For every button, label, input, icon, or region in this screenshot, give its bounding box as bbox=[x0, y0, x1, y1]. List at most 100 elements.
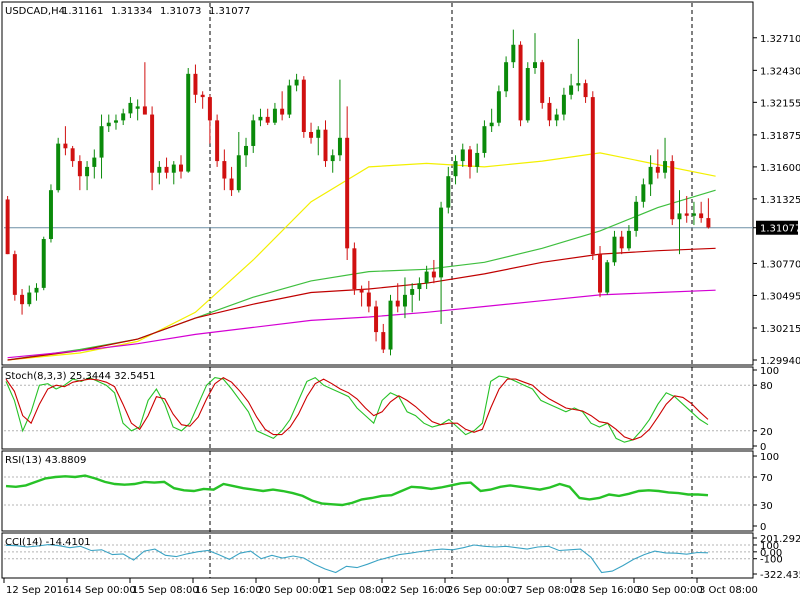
candle-body-49 bbox=[359, 289, 364, 293]
chart-header-high: 1.31334 bbox=[111, 6, 152, 17]
indicator-series bbox=[5, 375, 709, 574]
time-label-1: 14 Sep 00:00 bbox=[69, 585, 136, 596]
candle-body-35 bbox=[258, 116, 263, 121]
candle-body-22 bbox=[164, 166, 169, 173]
candle-body-84 bbox=[612, 236, 617, 263]
candle-body-7 bbox=[56, 143, 61, 191]
price-tick-label-8: 1.30495 bbox=[760, 291, 800, 302]
candle-body-93 bbox=[677, 213, 682, 220]
candle-body-20 bbox=[150, 114, 155, 173]
candle-body-83 bbox=[605, 262, 610, 293]
candle-body-65 bbox=[475, 152, 480, 167]
candle-body-78 bbox=[569, 85, 574, 95]
candle-body-19 bbox=[142, 106, 147, 115]
candle-body-60 bbox=[439, 207, 444, 278]
candle-body-50 bbox=[366, 292, 371, 307]
candle-body-47 bbox=[345, 137, 350, 249]
candle-body-1 bbox=[12, 254, 17, 295]
price-series bbox=[5, 29, 716, 361]
candle-body-15 bbox=[113, 120, 118, 123]
candle-body-11 bbox=[85, 166, 90, 177]
candle-body-30 bbox=[222, 161, 227, 179]
candle-body-17 bbox=[128, 102, 133, 114]
candle-body-55 bbox=[402, 294, 407, 307]
candle-body-32 bbox=[236, 155, 241, 191]
indicator-level-label-1-1: 70 bbox=[760, 473, 773, 484]
price-tick-label-9: 1.30215 bbox=[760, 324, 800, 335]
candle-body-0 bbox=[5, 199, 10, 255]
indicator-level-label-1-2: 30 bbox=[760, 501, 773, 512]
indicator-level-label-0-3: 0 bbox=[760, 442, 766, 453]
candle-body-25 bbox=[186, 73, 191, 172]
candle-body-74 bbox=[540, 62, 545, 103]
cci-panel[interactable] bbox=[1, 532, 754, 579]
candle-body-71 bbox=[518, 44, 523, 121]
candle-body-97 bbox=[706, 218, 711, 228]
candle-body-66 bbox=[482, 126, 487, 153]
time-label-5: 21 Sep 08:00 bbox=[321, 585, 388, 596]
candle-body-62 bbox=[453, 161, 458, 177]
candle-body-45 bbox=[330, 155, 335, 162]
candle-body-41 bbox=[301, 79, 306, 132]
candle-body-34 bbox=[251, 120, 256, 146]
time-label-0: 12 Sep 2016 bbox=[6, 585, 69, 596]
candle-body-89 bbox=[648, 166, 653, 185]
candle-body-70 bbox=[511, 44, 516, 63]
candle-body-40 bbox=[294, 79, 299, 86]
candle-body-75 bbox=[547, 102, 552, 121]
time-label-2: 15 Sep 08:00 bbox=[132, 585, 199, 596]
price-tick-label-7: 1.30770 bbox=[760, 259, 800, 270]
current-price-label: 1.31077 bbox=[760, 224, 800, 235]
candle-body-72 bbox=[525, 68, 530, 121]
candle-body-92 bbox=[670, 161, 675, 220]
candle-body-90 bbox=[655, 166, 660, 173]
candle-body-14 bbox=[106, 122, 111, 127]
indicator-line-0-1 bbox=[5, 376, 709, 441]
candle-body-67 bbox=[489, 122, 494, 127]
time-label-7: 26 Sep 00:00 bbox=[447, 585, 514, 596]
candle-body-53 bbox=[388, 300, 393, 350]
stoch-panel[interactable] bbox=[1, 366, 754, 450]
rsi-panel[interactable] bbox=[1, 450, 754, 532]
candle-body-54 bbox=[395, 300, 400, 307]
candle-body-33 bbox=[244, 145, 249, 156]
candle-body-2 bbox=[20, 294, 25, 305]
candle-body-79 bbox=[576, 83, 581, 86]
candle-body-3 bbox=[27, 292, 32, 305]
time-label-4: 20 Sep 00:00 bbox=[258, 585, 325, 596]
stoch-title: Stoch(8,3,3) 25.3444 32.5451 bbox=[5, 371, 156, 382]
candle-body-12 bbox=[92, 157, 97, 167]
candle-body-80 bbox=[583, 83, 588, 98]
price-tick-label-3: 1.31875 bbox=[760, 131, 800, 142]
candle-body-82 bbox=[598, 254, 603, 293]
candle-body-87 bbox=[634, 201, 639, 231]
candle-body-57 bbox=[417, 283, 422, 290]
indicator-line-2-0 bbox=[5, 544, 709, 574]
candle-body-52 bbox=[381, 332, 386, 350]
candle-body-46 bbox=[337, 137, 342, 156]
time-label-6: 22 Sep 16:00 bbox=[384, 585, 451, 596]
candle-body-8 bbox=[63, 143, 68, 149]
moving-average-0 bbox=[7, 152, 716, 361]
candle-body-81 bbox=[590, 97, 595, 255]
candle-body-69 bbox=[504, 62, 509, 92]
candle-body-96 bbox=[699, 213, 704, 219]
candle-body-23 bbox=[171, 164, 176, 173]
candle-body-21 bbox=[157, 166, 162, 173]
candle-body-39 bbox=[287, 85, 292, 115]
candle-body-10 bbox=[77, 161, 82, 177]
candle-body-76 bbox=[554, 114, 559, 121]
time-label-3: 16 Sep 16:00 bbox=[195, 585, 262, 596]
candle-body-36 bbox=[265, 116, 270, 123]
price-panel[interactable] bbox=[1, 1, 754, 366]
candle-body-86 bbox=[626, 230, 631, 249]
candle-body-38 bbox=[280, 108, 285, 115]
chart-header-open: 1.31161 bbox=[62, 6, 103, 17]
price-tick-label-0: 1.32710 bbox=[760, 34, 800, 45]
candle-body-9 bbox=[70, 148, 75, 162]
candle-body-73 bbox=[533, 62, 537, 69]
indicator-line-1-0 bbox=[5, 474, 709, 507]
candle-body-68 bbox=[496, 91, 501, 123]
indicator-level-label-2-3: -100 bbox=[760, 555, 783, 566]
